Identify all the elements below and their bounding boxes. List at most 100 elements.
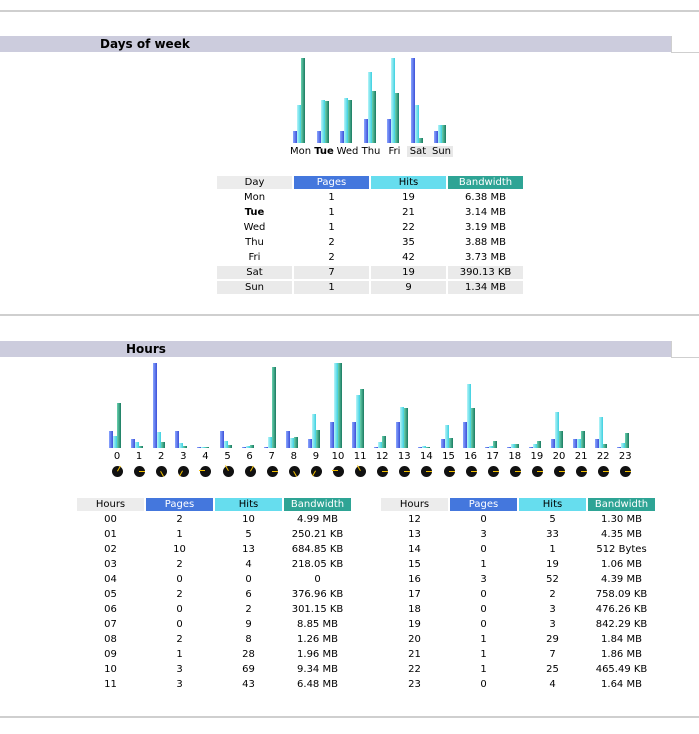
- hours-cell-bandwidth: 1.84 MB: [601, 634, 642, 645]
- days-table-row: Mon 1 19 6.38 MB: [217, 191, 523, 204]
- days-col-day: Day: [217, 176, 292, 189]
- bar-bandwidth-hour-19: [536, 441, 541, 448]
- hours-cell-bandwidth: 476.26 KB: [595, 604, 648, 615]
- days-chart: [290, 58, 455, 143]
- days-cell-bandwidth: 1.34 MB: [448, 281, 523, 294]
- hours-cell-pages: 0: [176, 574, 183, 585]
- hours-cell-hits: 6: [245, 589, 252, 600]
- hours-table-row: 14 0 1 512 Bytes: [381, 543, 655, 556]
- hours-table-left: Hours Pages Hits Bandwidth 00 2 10 4.99 MB 0…: [75, 496, 353, 693]
- days-cell-bandwidth: 3.73 MB: [465, 252, 506, 263]
- clock-icon: [288, 466, 300, 477]
- days-cell-pages: 2: [328, 237, 335, 248]
- bar-hits-thu: [367, 72, 372, 143]
- hours-cell-pages: 0: [176, 604, 183, 615]
- hours-cell-pages: 1: [176, 529, 183, 540]
- hours-cell-hour: 12: [408, 514, 421, 525]
- days-table-row: Sun 1 9 1.34 MB: [217, 281, 523, 294]
- clock-icon: [554, 466, 565, 477]
- hours-cell-hour: 11: [104, 679, 117, 690]
- days-cell-day: Sat: [217, 266, 292, 279]
- hours-cell-hits: 0: [245, 574, 252, 585]
- bar-hits-hour-23: [621, 443, 626, 448]
- bar-hits-hour-7: [267, 437, 272, 448]
- hours-cell-pages: 1: [480, 559, 487, 570]
- hours-cell-bandwidth: 1.64 MB: [601, 679, 642, 690]
- hours-cell-pages: 0: [480, 679, 487, 690]
- bar-hits-hour-20: [555, 412, 559, 448]
- days-table-row: Sat 7 19 390.13 KB: [217, 266, 523, 279]
- hours-cell-hits: 19: [546, 559, 559, 570]
- bar-hits-hour-0: [113, 436, 117, 448]
- hours-cell-bandwidth: 1.26 MB: [297, 634, 338, 645]
- hour-label-5: 5: [224, 451, 231, 462]
- clock-icon: [620, 466, 632, 477]
- hours-table-row: 12 0 5 1.30 MB: [381, 513, 655, 526]
- bar-bandwidth-hour-23: [625, 433, 630, 448]
- hours-cell-pages: 10: [173, 544, 186, 555]
- bar-hits-hour-12: [378, 442, 383, 448]
- hours-cell-pages: 1: [480, 664, 487, 675]
- hour-label-11: 11: [353, 451, 367, 462]
- bar-bandwidth-hour-10: [338, 363, 342, 448]
- hours-cell-hits: 25: [546, 664, 559, 675]
- clock-icon: [244, 466, 256, 477]
- bar-hits-hour-10: [334, 363, 338, 448]
- hours-cell-bandwidth: 512 Bytes: [596, 544, 647, 555]
- days-cell-pages: 1: [328, 222, 335, 233]
- bar-hits-sun: [438, 125, 442, 143]
- hours-cell-hits: 33: [546, 529, 559, 540]
- hour-label-4: 4: [202, 451, 209, 462]
- bar-hits-sat: [414, 105, 419, 143]
- clock-icon: [509, 466, 521, 477]
- days-cell-hits: 35: [402, 237, 415, 248]
- hours-table-row: 04 0 0 0: [77, 573, 351, 586]
- days-col-pages: Pages: [294, 176, 369, 189]
- hours-cell-pages: 0: [480, 589, 487, 600]
- bar-pages-hour-5: [219, 431, 224, 448]
- days-table-row: Tue 1 21 3.14 MB: [217, 206, 523, 219]
- hours-cell-bandwidth: 758.09 KB: [595, 589, 648, 600]
- hours-cell-bandwidth: 4.35 MB: [601, 529, 642, 540]
- hour-label-12: 12: [375, 451, 389, 462]
- hour-label-15: 15: [442, 451, 455, 462]
- hours-cell-pages: 3: [176, 664, 183, 675]
- day-label-wed: Wed: [336, 146, 359, 157]
- hours-cell-pages: 2: [176, 559, 183, 570]
- bar-bandwidth-hour-12: [382, 436, 387, 448]
- bar-bandwidth-hour-21: [581, 431, 586, 448]
- bottom-divider: [0, 716, 699, 718]
- hours-chart: [106, 363, 636, 448]
- hours-cell-hits: 8: [245, 634, 252, 645]
- days-col-bandwidth: Bandwidth: [448, 176, 523, 189]
- bar-bandwidth-hour-17: [492, 441, 497, 448]
- bar-hits-hour-16: [466, 384, 471, 448]
- hours-cell-hour: 21: [408, 649, 421, 660]
- day-label-sun: Sun: [430, 146, 453, 157]
- hours-cell-hour: 09: [104, 649, 117, 660]
- hours-cell-hits: 29: [546, 634, 559, 645]
- clock-icon: [156, 466, 168, 477]
- hours-cell-hour: 13: [408, 529, 421, 540]
- hours-table-row: 07 0 9 8.85 MB: [77, 618, 351, 631]
- hours-table-row: 11 3 43 6.48 MB: [77, 678, 351, 691]
- bar-bandwidth-hour-15: [448, 438, 453, 448]
- clock-icon: [377, 466, 389, 477]
- hours-cell-hits: 3: [549, 604, 556, 615]
- days-cell-day: Wed: [243, 222, 266, 233]
- hours-cell-bandwidth: 1.86 MB: [601, 649, 642, 660]
- hours-cell-bandwidth: 376.96 KB: [291, 589, 344, 600]
- clock-icon: [399, 466, 411, 477]
- hours-cell-pages: 0: [176, 619, 183, 630]
- clock-icon: [421, 466, 433, 477]
- bar-pages-hour-15: [440, 439, 445, 448]
- bar-pages-hour-3: [175, 431, 180, 448]
- hours-cell-bandwidth: 842.29 KB: [595, 619, 648, 630]
- days-cell-day: Fri: [248, 252, 261, 263]
- hours-cell-hour: 01: [104, 529, 117, 540]
- bar-pages-hour-8: [285, 431, 290, 448]
- hour-label-19: 19: [530, 451, 544, 462]
- hours-cell-bandwidth: 218.05 KB: [291, 559, 344, 570]
- hours-cell-hour: 14: [408, 544, 421, 555]
- hours-cell-hour: 20: [408, 634, 421, 645]
